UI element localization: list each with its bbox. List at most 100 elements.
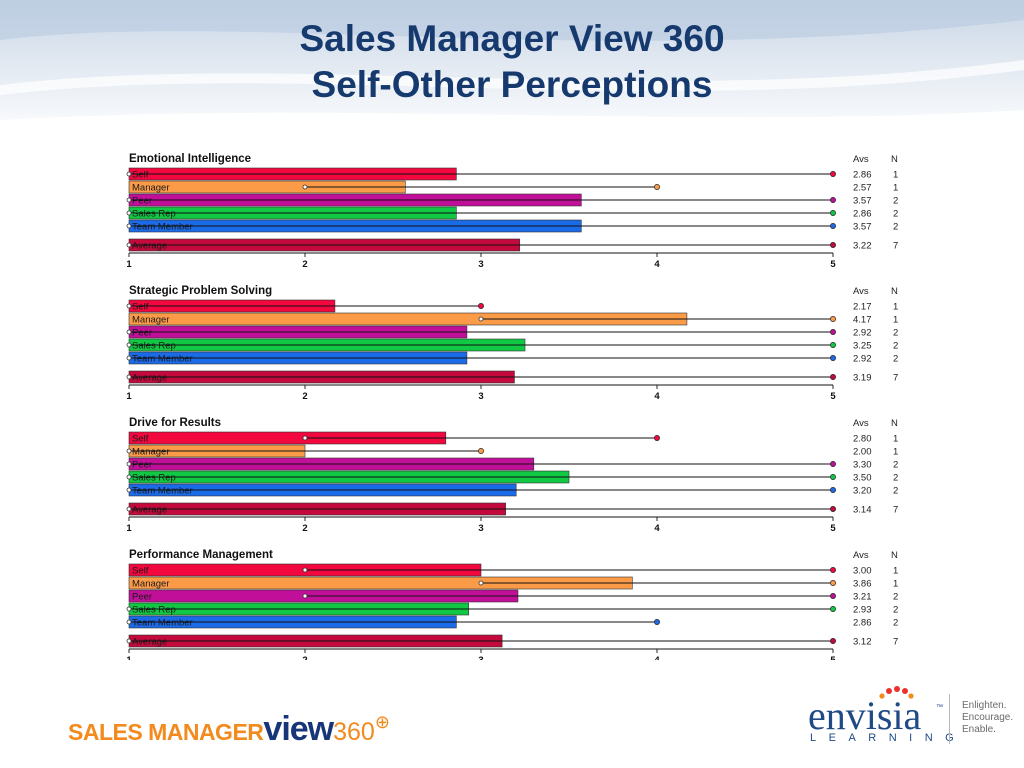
bar-label: Peer [132, 328, 152, 339]
chart-row: Sales Rep 3.25 2 [126, 338, 898, 352]
bar-label: Peer [132, 196, 152, 207]
range-min-marker [126, 342, 132, 348]
bar-label: Team Member [132, 618, 193, 629]
x-tick-label: 2 [302, 655, 307, 660]
range-max-marker [830, 593, 836, 599]
range-max-marker [830, 342, 836, 348]
avs-value: 2.86 [853, 618, 872, 629]
chart-row: Average 3.14 7 [126, 502, 898, 516]
n-value: 1 [893, 447, 898, 458]
n-value: 2 [893, 222, 898, 233]
chart-row: Self 2.86 1 [126, 167, 898, 181]
chart-row: Peer 2.92 2 [126, 325, 898, 339]
chart-row: Sales Rep 2.86 2 [126, 206, 898, 220]
x-tick-label: 2 [302, 259, 307, 270]
range-max-marker [654, 435, 660, 441]
chart-row: Peer 3.30 2 [126, 457, 898, 471]
avs-value: 3.20 [853, 486, 872, 497]
section-title: Performance Management [129, 549, 273, 561]
bar-label: Manager [132, 315, 170, 326]
range-min-marker [126, 448, 132, 454]
n-value: 1 [893, 434, 898, 445]
range-max-marker [830, 506, 836, 512]
avs-value: 3.50 [853, 473, 872, 484]
chart-row: Self 3.00 1 [128, 563, 898, 577]
tagline-line: Encourage. [962, 712, 1014, 723]
x-tick-label: 2 [302, 391, 307, 402]
avs-value: 3.86 [853, 579, 872, 590]
range-min-marker [126, 461, 132, 467]
x-tick-label: 5 [830, 259, 836, 270]
n-value: 1 [893, 579, 898, 590]
bar-label: Sales Rep [132, 605, 176, 616]
avs-value: 2.92 [853, 354, 872, 365]
avs-value: 3.57 [853, 196, 872, 207]
range-min-marker [126, 638, 132, 644]
range-min-marker [126, 210, 132, 216]
range-min-marker [126, 606, 132, 612]
x-tick-label: 1 [126, 523, 132, 534]
logo-text-sales-manager: SALES MANAGER [68, 719, 264, 745]
bar-label: Self [132, 170, 149, 181]
x-tick-label: 4 [654, 391, 660, 402]
section-title: Strategic Problem Solving [129, 285, 272, 297]
n-value: 7 [893, 637, 898, 648]
chart-panel: Emotional Intelligence Avs N Self 2.86 1 Manag… [112, 138, 948, 660]
header-background-swoosh [0, 0, 1024, 140]
avs-value: 3.30 [853, 460, 872, 471]
chart-row: Average 3.12 7 [126, 634, 898, 648]
logo-tagline: Enlighten. Encourage. Enable. [962, 700, 1013, 736]
chart-row: Team Member 2.92 2 [126, 351, 898, 365]
range-max-marker [830, 329, 836, 335]
logo-trademark: ™ [936, 704, 943, 711]
envisia-learning-logo: envisia ™ LEARNING [808, 686, 954, 748]
x-tick-label: 1 [126, 655, 132, 660]
n-value: 2 [893, 328, 898, 339]
range-min-marker [126, 474, 132, 480]
range-max-marker [830, 171, 836, 177]
range-max-marker [654, 184, 660, 190]
chart-row: Manager 2.00 1 [126, 444, 898, 458]
x-tick-label: 4 [654, 523, 660, 534]
n-value: 1 [893, 315, 898, 326]
avs-value: 2.92 [853, 328, 872, 339]
x-tick-label: 3 [478, 391, 483, 402]
x-tick-label: 2 [302, 523, 307, 534]
range-min-marker [126, 223, 132, 229]
avs-value: 2.86 [853, 209, 872, 220]
chart-row: Manager 3.86 1 [128, 576, 898, 590]
bar-label: Self [132, 434, 149, 445]
avs-value: 3.21 [853, 592, 872, 603]
range-min-marker [126, 355, 132, 361]
range-min-marker [302, 567, 308, 573]
range-max-marker [830, 580, 836, 586]
bar-label: Manager [132, 447, 170, 458]
x-tick-label: 3 [478, 523, 483, 534]
range-max-marker [830, 461, 836, 467]
range-max-marker [830, 487, 836, 493]
n-value: 7 [893, 505, 898, 516]
section-title: Emotional Intelligence [129, 153, 251, 165]
range-min-marker [302, 184, 308, 190]
logo-text-360: 360 [333, 718, 375, 746]
avs-value: 2.86 [853, 170, 872, 181]
chart-row: Team Member 2.86 2 [126, 615, 898, 629]
avs-value: 3.57 [853, 222, 872, 233]
range-max-marker [830, 606, 836, 612]
n-value: 1 [893, 170, 898, 181]
chart-row: Manager 4.17 1 [128, 312, 898, 326]
avs-value: 2.80 [853, 434, 872, 445]
chart-row: Team Member 3.57 2 [126, 219, 898, 233]
range-min-marker [126, 506, 132, 512]
range-max-marker [830, 210, 836, 216]
x-tick-label: 1 [126, 391, 132, 402]
chart-row: Manager 2.57 1 [128, 180, 898, 194]
bar-label: Manager [132, 579, 170, 590]
chart-row: Self 2.80 1 [128, 431, 898, 445]
x-tick-label: 1 [126, 259, 132, 270]
bar-label: Self [132, 566, 149, 577]
column-header-n: N [891, 286, 898, 297]
range-max-marker [830, 355, 836, 361]
page-title: Sales Manager View 360 Self-Other Percep… [0, 16, 1024, 108]
